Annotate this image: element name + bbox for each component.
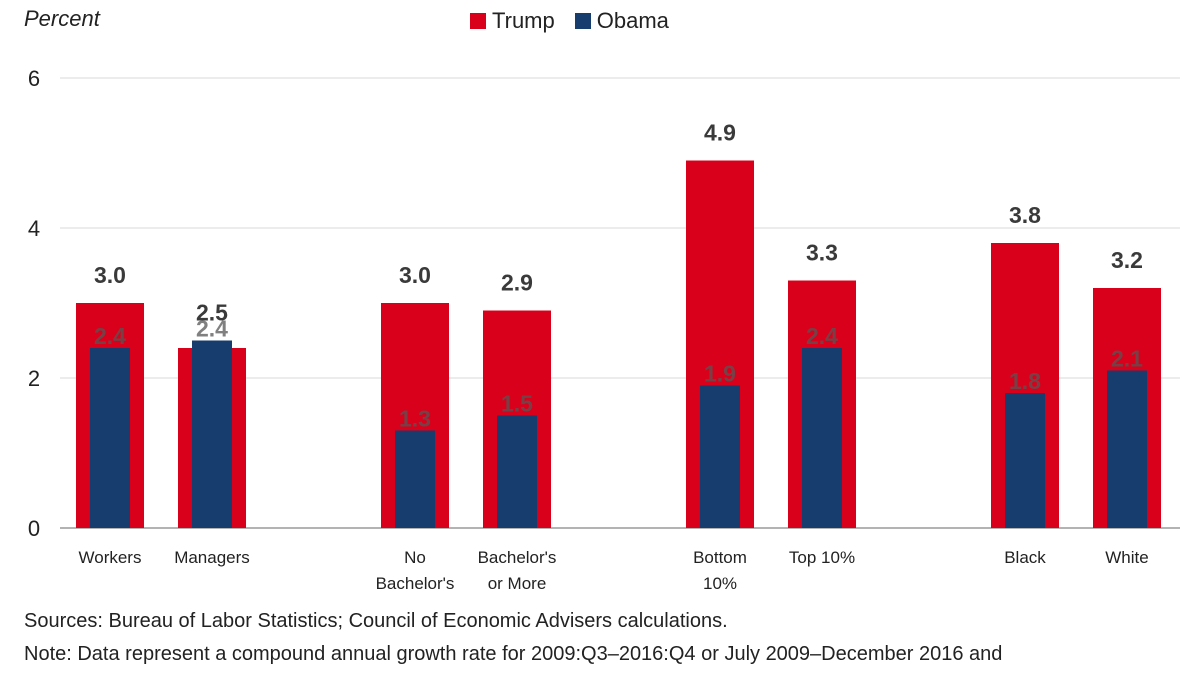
bar-obama [1107,370,1147,528]
x-tick-label: Top 10% [789,548,855,567]
legend-item-obama: Obama [574,8,669,34]
bar-obama [90,348,130,528]
data-label-obama: 1.8 [1009,368,1041,394]
bar-obama [395,430,435,528]
legend: Trump Obama [470,8,689,34]
y-tick-label: 2 [28,366,40,391]
legend-swatch-obama [574,13,591,29]
data-label-trump: 2.9 [501,270,533,296]
y-axis-label: Percent [24,6,100,31]
data-label-obama: 2.4 [196,316,228,342]
y-tick-label: 4 [28,216,40,241]
data-label-trump: 3.3 [806,240,838,266]
data-label-obama: 2.4 [806,323,838,349]
x-tick-label: or More [488,574,547,593]
legend-label-obama: Obama [596,8,669,33]
x-tick-label: Managers [174,548,250,567]
legend-item-trump: Trump [470,8,555,34]
data-label-trump: 3.8 [1009,202,1041,228]
bar-obama [497,415,537,528]
data-label-trump: 3.0 [94,262,126,288]
bar-obama [802,348,842,528]
data-label-trump: 3.2 [1111,247,1143,273]
x-tick-label: Workers [79,548,142,567]
data-label-obama: 1.5 [501,391,533,417]
bar-obama [700,385,740,528]
data-label-obama: 2.4 [94,323,126,349]
legend-swatch-trump [470,13,486,29]
x-tick-label: White [1105,548,1148,567]
y-tick-label: 0 [28,516,40,541]
x-tick-label: Black [1004,548,1046,567]
data-label-trump: 4.9 [704,120,736,146]
data-label-obama: 1.3 [399,406,431,432]
x-tick-label: Bachelor's [376,574,455,593]
data-label-obama: 2.1 [1111,346,1143,372]
legend-label-trump: Trump [492,8,555,33]
y-tick-label: 6 [28,66,40,91]
x-tick-label: 10% [703,574,737,593]
x-tick-label: Bachelor's [478,548,557,567]
footnote: Note: Data represent a compound annual g… [24,643,1003,665]
bar-obama [1005,393,1045,528]
x-tick-label: No [404,548,426,567]
data-label-obama: 1.9 [704,361,736,387]
sources-note: Sources: Bureau of Labor Statistics; Cou… [24,610,728,632]
data-label-trump: 2.5 [196,300,228,326]
bar-chart: 02463.02.4Workers2.52.4Managers3.01.3NoB… [28,66,1180,593]
data-label-trump: 3.0 [399,262,431,288]
bar-obama [192,340,232,528]
x-tick-label: Bottom [693,548,747,567]
